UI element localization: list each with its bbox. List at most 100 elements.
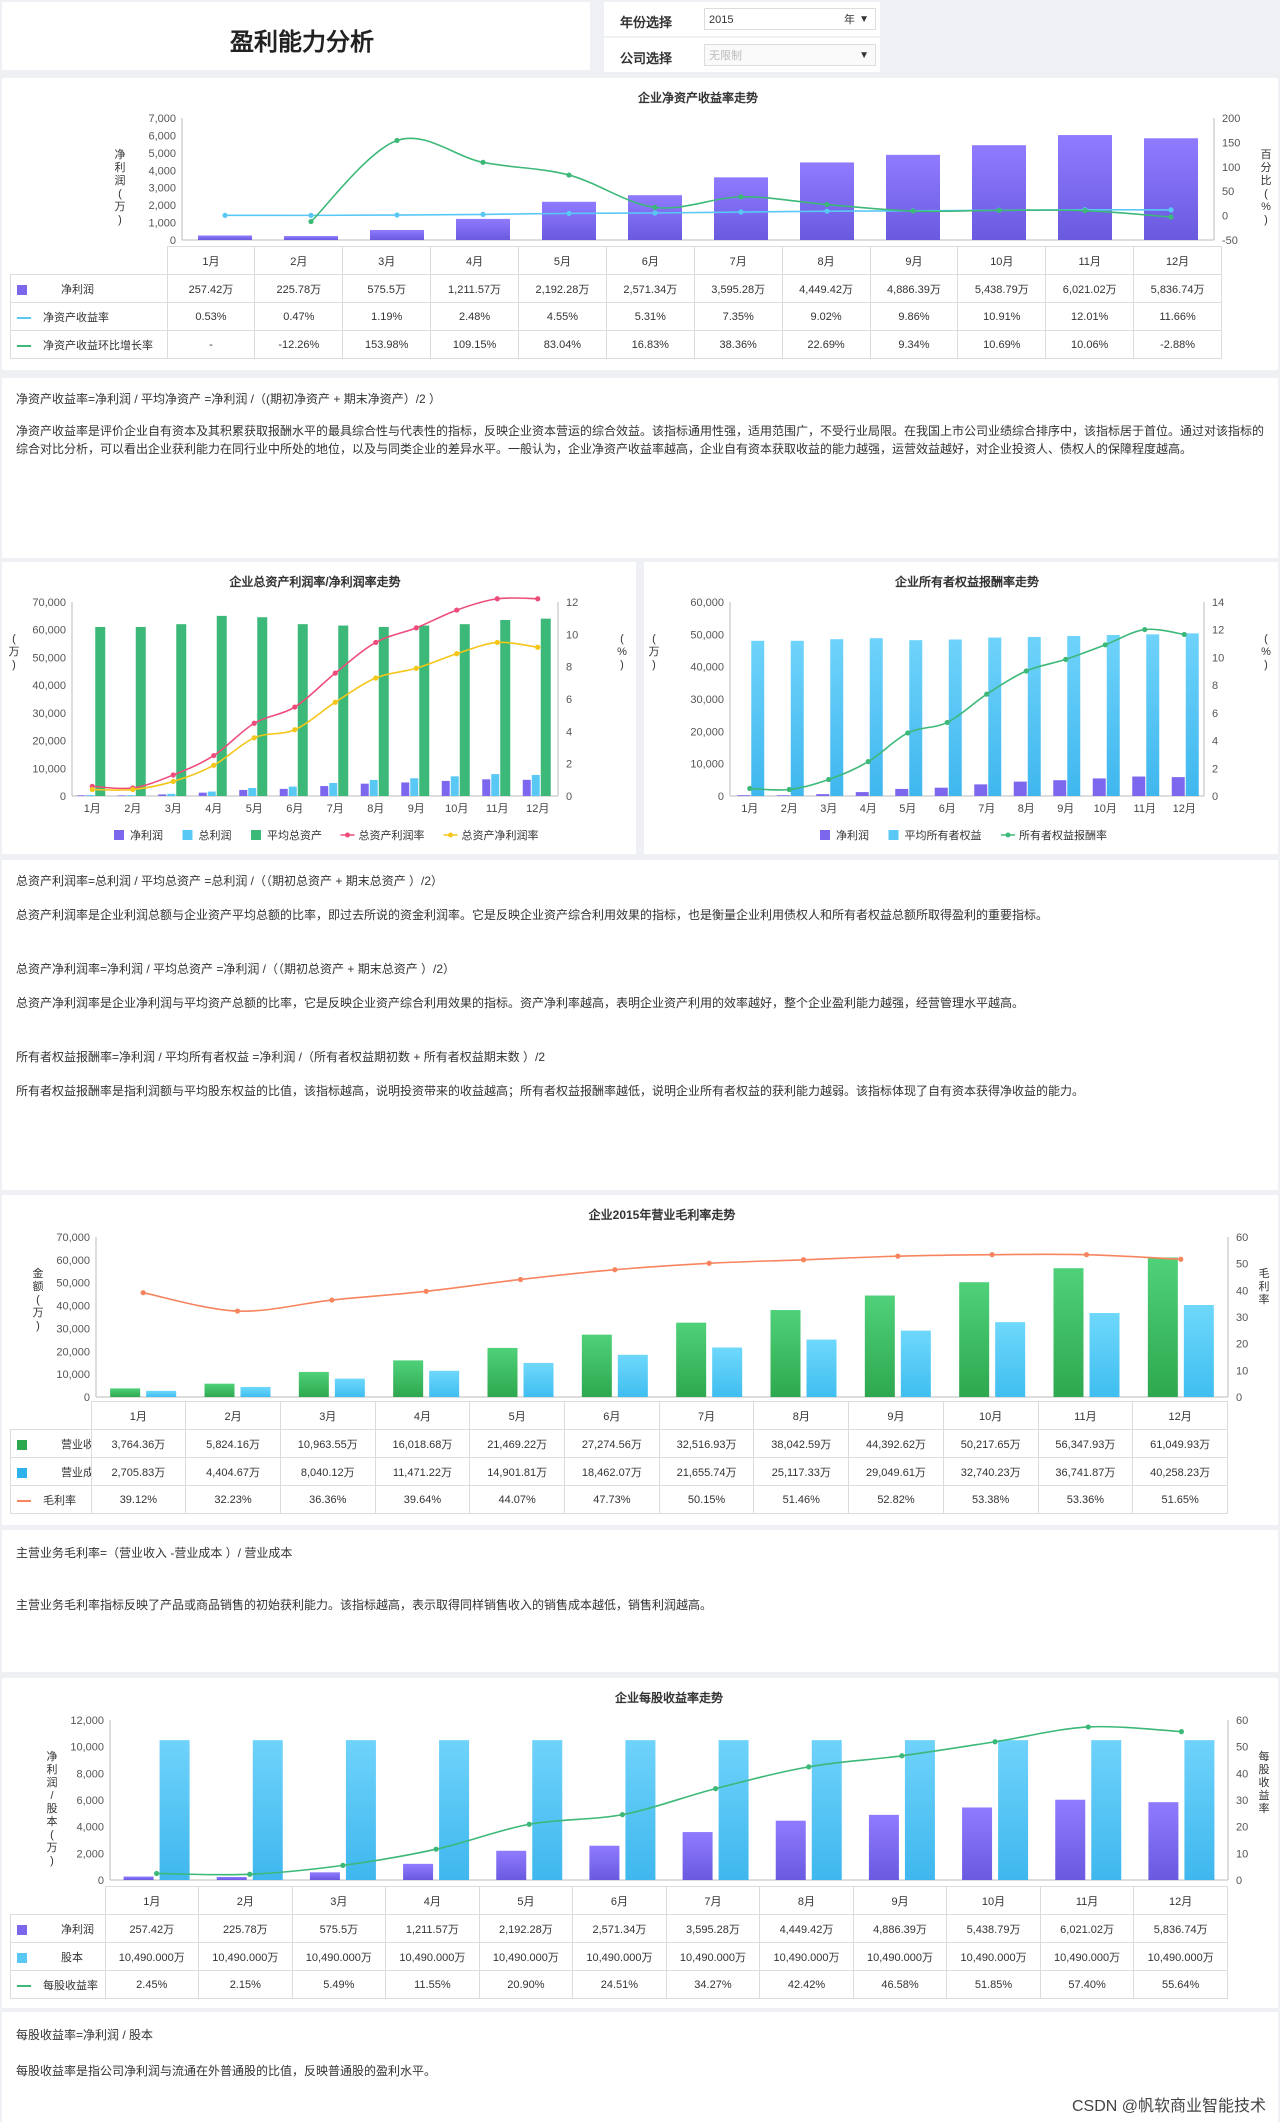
table-cell: 36,741.87万 (1037, 1457, 1134, 1486)
y2-tick-label: 2 (1212, 763, 1218, 775)
x-tick-label: 12月 (526, 803, 549, 815)
equity-return-point (1142, 626, 1148, 633)
gross-margin-point (612, 1267, 618, 1273)
y-tick-label: 50,000 (56, 1278, 90, 1290)
eps-rate-point (433, 1846, 439, 1852)
legend-swatch (17, 1924, 27, 1935)
x-tick-label: 3月 (165, 803, 182, 815)
month-header: 8月 (781, 246, 871, 275)
cost-bar (617, 1354, 648, 1397)
avg-equity-bar (790, 640, 804, 796)
roe-formula: 净资产收益率=净利润 / 平均净资产 =净利润 /（(期初净资产 + 期末净资产… (16, 392, 442, 406)
net-profit-bar (370, 229, 424, 240)
eps-rate-point (340, 1862, 346, 1868)
month-header: 7月 (665, 1886, 761, 1915)
equity-panel: 企业所有者权益报酬率走势 60,000 50,000 40,000 30,000 20,0… (644, 562, 1278, 854)
table-cell: 10,490.000万 (478, 1942, 574, 1971)
equity-return-point (1023, 668, 1029, 674)
eps-rate-point (247, 1871, 253, 1877)
table-cell: 11,471.22万 (374, 1457, 471, 1486)
table-cell: 4,404.67万 (185, 1457, 281, 1486)
y-tick-label: 7,000 (148, 113, 176, 125)
month-header: 5月 (518, 246, 607, 275)
total-asset-profit-desc: 总资产利润率是企业利润总额与企业资产平均总额的比率，即过去所说的资金利润率。它是… (16, 908, 1049, 922)
chart-title: 企业总资产利润率/净利润率走势 (228, 574, 400, 589)
table-cell: 10,490.000万 (104, 1942, 200, 1971)
asset-profit-rate-point (211, 752, 217, 759)
table-cell: 109.15% (430, 330, 519, 359)
row-label: 净资产收益环比增长率 (10, 330, 168, 359)
table-cell: 11.55% (385, 1970, 480, 1999)
roe-point (394, 212, 400, 218)
roe-growth-point (394, 137, 400, 144)
net-asset-profit-desc: 总资产净利润率是企业净利润与平均资产总额的比率，它是反映企业资产综合利用效果的指… (16, 996, 1025, 1010)
table-cell: 5,836.74万 (1133, 1914, 1228, 1943)
table-cell: 27,274.56万 (564, 1429, 660, 1458)
table-cell: 38.36% (693, 330, 783, 359)
table-cell: 24.51% (572, 1970, 667, 1999)
net-profit-bar (868, 1814, 899, 1880)
x-tick-label: 2月 (781, 803, 798, 815)
x-tick-label: 8月 (1018, 803, 1035, 815)
table-cell: 8,040.12万 (279, 1457, 376, 1486)
y2-tick-label: 14 (1212, 597, 1224, 609)
asset-net-profit-rate-point (170, 778, 176, 785)
table-cell: 10,490.000万 (1039, 1942, 1135, 1971)
table-cell: 3,764.36万 (90, 1429, 187, 1458)
x-tick-label: 1月 (741, 803, 758, 815)
eps-formula: 每股收益率=净利润 / 股本 (16, 2028, 154, 2042)
y-tick-label: 3,000 (148, 183, 176, 195)
y2-tick-label: 40 (1236, 1285, 1248, 1297)
chevron-down-icon[interactable]: ▼ (859, 50, 869, 61)
table-cell: 32,516.93万 (658, 1429, 755, 1458)
y2-tick-label: 60 (1236, 1232, 1248, 1244)
table-cell: 10,490.000万 (665, 1942, 761, 1971)
table-cell: 10.91% (957, 302, 1047, 331)
table-cell: 10,490.000万 (759, 1942, 854, 1971)
table-cell: 32,740.23万 (942, 1457, 1039, 1486)
y-tick-label: 60,000 (690, 597, 724, 609)
table-cell: 225.78万 (254, 274, 344, 303)
revenue-bar (676, 1322, 707, 1397)
eps-rate-line (156, 1725, 1182, 1876)
table-cell: 32.23% (185, 1485, 281, 1514)
asset-net-profit-rate-point (211, 762, 217, 768)
revenue-bar (298, 1371, 329, 1397)
table-cell: 10.69% (957, 330, 1047, 359)
eps-rate-point (1085, 1724, 1091, 1730)
cost-bar (995, 1322, 1026, 1397)
row-label: 营业收入 (10, 1429, 92, 1458)
y-tick-label: 70,000 (32, 597, 66, 609)
table-cell: 10,490.000万 (946, 1942, 1041, 1971)
net-profit-bar (1053, 780, 1067, 796)
table-cell: 1,211.57万 (385, 1914, 480, 1943)
row-name: 股本 (61, 1951, 83, 1964)
capital-bar (1091, 1740, 1122, 1880)
x-tick-label: 11月 (1134, 803, 1156, 815)
table-cell: 10,490.000万 (198, 1942, 293, 1971)
y2-tick-label: 40 (1236, 1768, 1248, 1780)
chevron-down-icon[interactable]: ▼ (859, 14, 869, 25)
y-tick-label: 50,000 (690, 629, 724, 641)
revenue-bar (393, 1360, 424, 1397)
table-cell: 4,449.42万 (759, 1914, 854, 1943)
month-header: 7月 (658, 1401, 755, 1430)
y-tick-label: 12,000 (70, 1715, 104, 1727)
net-profit-bar (441, 780, 450, 796)
eps-rate-point (619, 1812, 626, 1818)
y2-tick-label: 30 (1236, 1312, 1248, 1324)
table-cell: 53.38% (942, 1485, 1039, 1514)
net-profit-bar (1132, 776, 1146, 796)
cost-bar (712, 1347, 743, 1397)
month-header: 3月 (279, 1401, 376, 1430)
total-profit-bar (288, 786, 297, 796)
table-cell: 50,217.65万 (942, 1429, 1039, 1458)
year-select[interactable]: 2015 年 ▼ (704, 8, 876, 30)
capital-bar (998, 1740, 1029, 1880)
legend-swatch (17, 1499, 31, 1502)
company-select[interactable]: 无限制 ▼ (704, 44, 876, 66)
assets-chart: 企业总资产利润率/净利润率走势 70,000 60,000 50,000 40,000 3… (9, 574, 628, 842)
table-cell: 5.49% (291, 1970, 387, 1999)
roe-growth-point (1082, 208, 1088, 214)
asset-net-profit-rate-point (332, 699, 338, 705)
